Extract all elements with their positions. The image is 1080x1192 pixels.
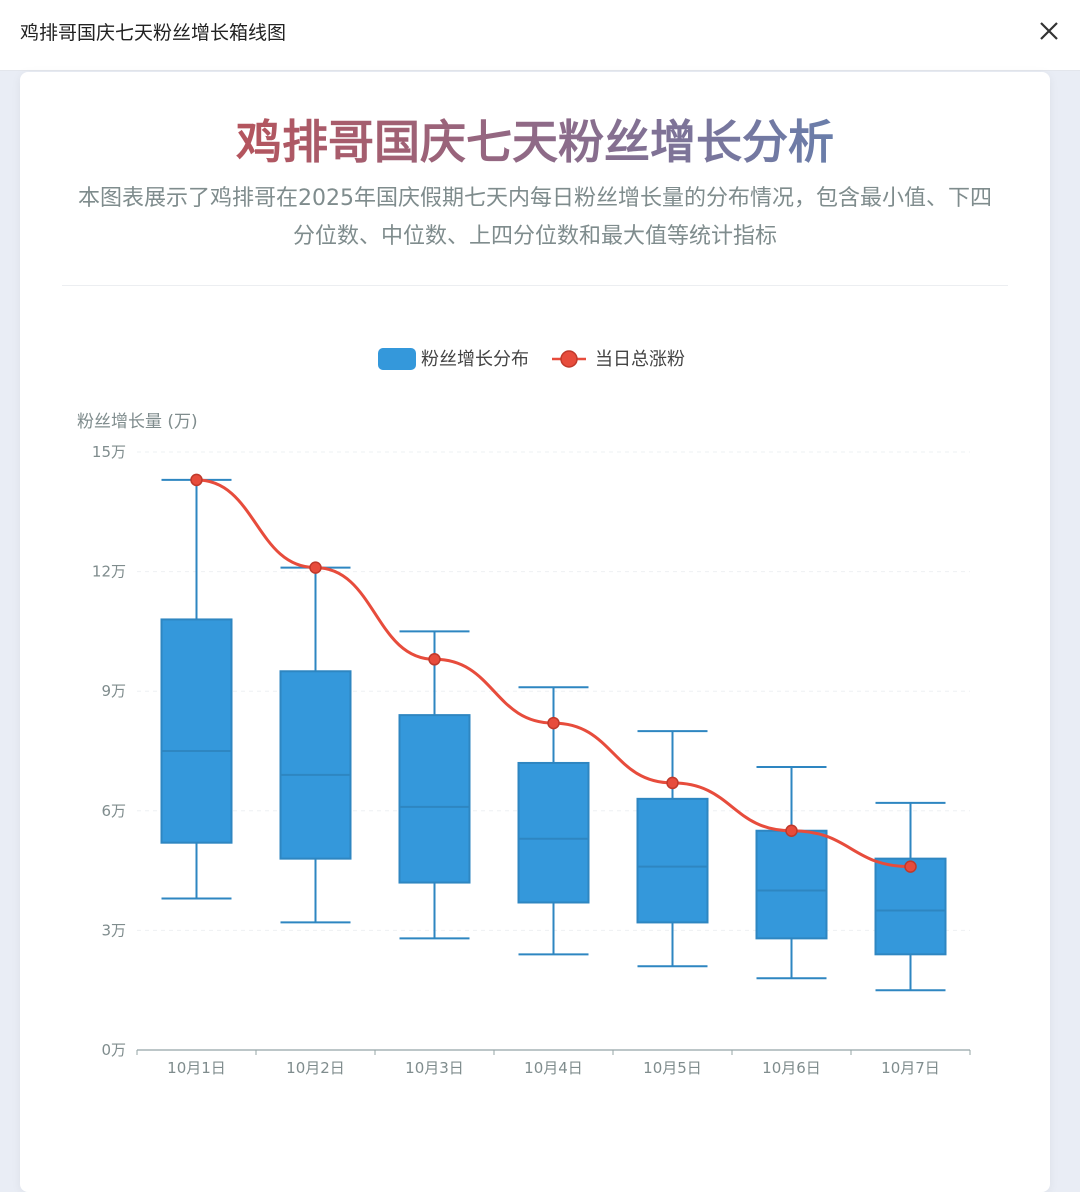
x-tick-label: 10月1日 (167, 1059, 226, 1077)
line-point (904, 860, 917, 873)
x-tick-label: 10月3日 (405, 1059, 464, 1077)
x-tick-label: 10月6日 (762, 1059, 821, 1077)
box (160, 618, 233, 844)
y-tick-label: 0万 (101, 1041, 126, 1059)
y-tick-label: 6万 (101, 802, 126, 820)
x-tick-label: 10月5日 (643, 1059, 702, 1077)
x-tick-label: 10月4日 (524, 1059, 583, 1077)
y-tick-label: 12万 (92, 563, 126, 581)
y-tick-label: 3万 (101, 921, 126, 939)
x-tick-label: 10月2日 (286, 1059, 345, 1077)
x-tick-label: 10月7日 (881, 1059, 940, 1077)
line-point (309, 561, 322, 574)
y-tick-label: 9万 (101, 682, 126, 700)
line-point (428, 653, 441, 666)
legend-label-box: 粉丝增长分布 (421, 349, 529, 370)
line-point (666, 776, 679, 790)
box (874, 857, 947, 956)
y-axis-title: 粉丝增长量 (万) (77, 412, 198, 432)
legend-box-swatch (378, 348, 416, 370)
box (636, 797, 709, 924)
window-title: 鸡排哥国庆七天粉丝增长箱线图 (20, 22, 287, 44)
divider (62, 285, 1008, 286)
window-header: 鸡排哥国庆七天粉丝增长箱线图 (0, 0, 1080, 71)
box (517, 761, 590, 904)
box (279, 670, 352, 860)
line-point (190, 473, 203, 487)
box (398, 714, 471, 884)
page-subtitle: 本图表展示了鸡排哥在2025年国庆假期七天内每日粉丝增长量的分布情况，包含最小值… (78, 186, 992, 249)
page-title: 鸡排哥国庆七天粉丝增长分析 (20, 106, 1050, 172)
legend-line-marker (560, 350, 578, 368)
chart-card: 鸡排哥国庆七天粉丝增长分析 本图表展示了鸡排哥在2025年国庆假期七天内每日粉丝… (20, 72, 1050, 1192)
line-point (547, 716, 560, 730)
close-icon[interactable] (1032, 14, 1066, 48)
legend-label-line: 当日总涨粉 (595, 349, 685, 370)
y-tick-label: 15万 (92, 443, 126, 461)
line-point (785, 824, 798, 837)
box (755, 829, 828, 940)
